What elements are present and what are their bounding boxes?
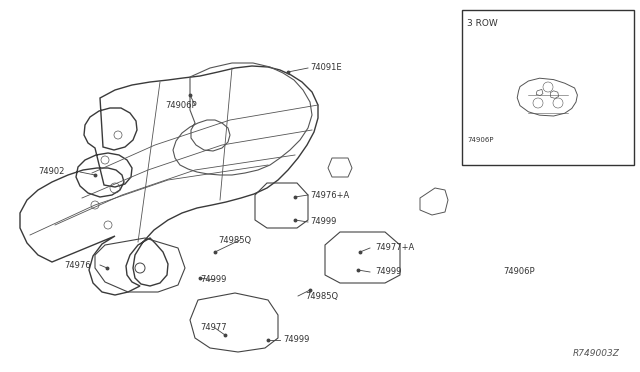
Text: R749003Z: R749003Z xyxy=(573,349,620,358)
Text: 74999: 74999 xyxy=(375,267,401,276)
Bar xyxy=(462,10,634,165)
Text: 74906P: 74906P xyxy=(503,267,534,276)
Text: 74977: 74977 xyxy=(200,324,227,333)
Text: 74906P: 74906P xyxy=(165,100,196,109)
Text: 74977+A: 74977+A xyxy=(375,244,414,253)
Text: 3 ROW: 3 ROW xyxy=(467,19,498,29)
Text: 74976: 74976 xyxy=(64,260,91,269)
Text: 74985Q: 74985Q xyxy=(218,235,251,244)
Text: 74985Q: 74985Q xyxy=(305,292,338,301)
Text: 74906P: 74906P xyxy=(467,137,493,143)
Text: 74999: 74999 xyxy=(283,336,309,344)
Text: 74976+A: 74976+A xyxy=(310,190,349,199)
Text: 74999: 74999 xyxy=(310,218,337,227)
Text: 74999: 74999 xyxy=(200,276,227,285)
Text: 74091E: 74091E xyxy=(310,64,342,73)
Text: 74902: 74902 xyxy=(38,167,65,176)
